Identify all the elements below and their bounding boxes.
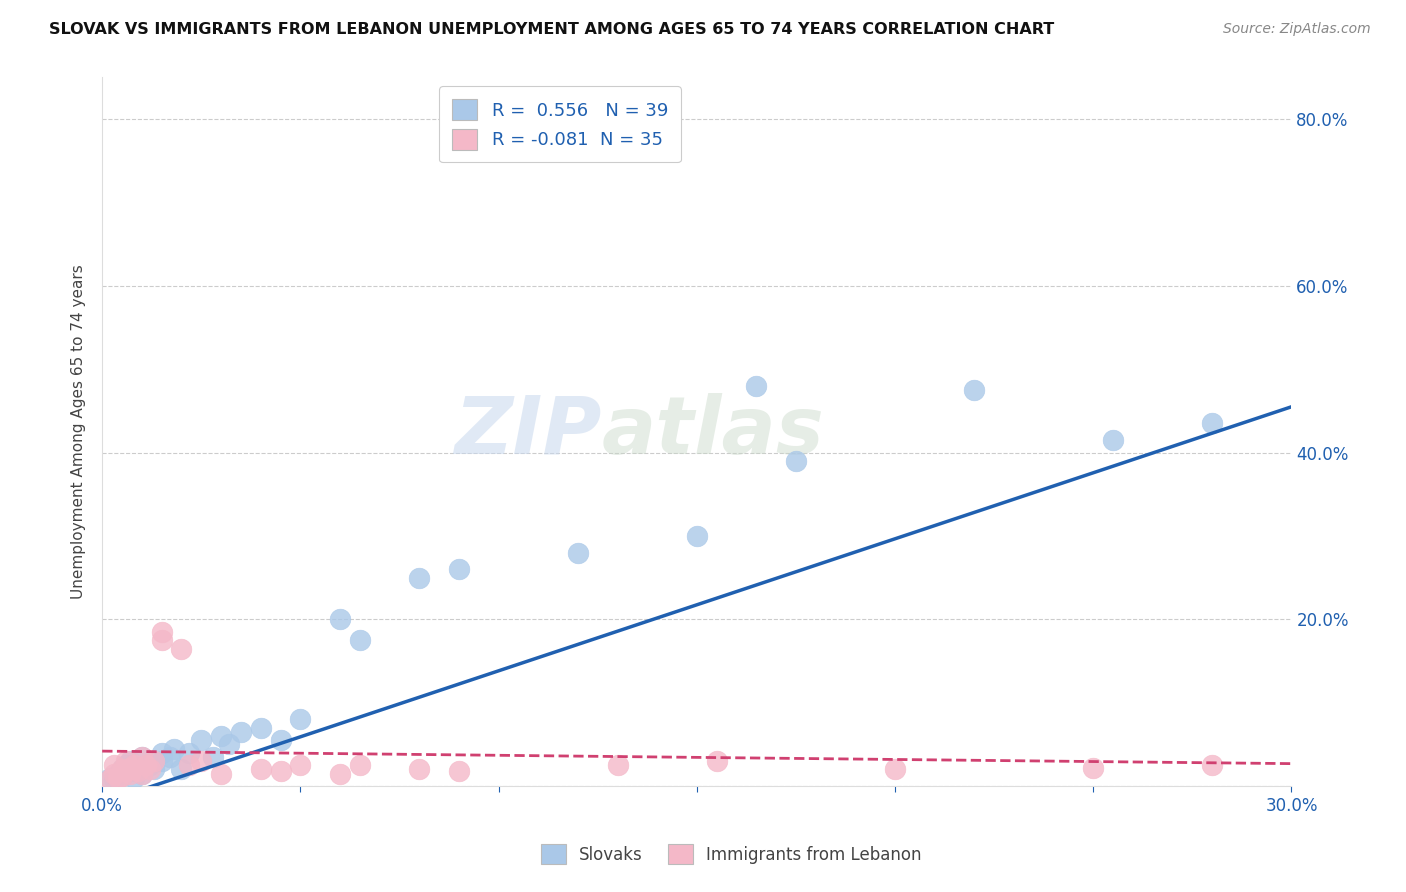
Point bbox=[170, 641, 193, 656]
Point bbox=[202, 750, 225, 764]
Point bbox=[179, 746, 201, 760]
Point bbox=[115, 754, 138, 768]
Point bbox=[131, 766, 153, 780]
Point bbox=[329, 766, 352, 780]
Point bbox=[270, 764, 292, 779]
Point bbox=[686, 529, 709, 543]
Point bbox=[118, 754, 141, 768]
Point bbox=[170, 763, 193, 777]
Point bbox=[115, 764, 138, 779]
Point bbox=[706, 754, 728, 768]
Point bbox=[103, 758, 125, 772]
Point bbox=[1083, 761, 1105, 775]
Point bbox=[408, 571, 430, 585]
Point bbox=[190, 754, 212, 768]
Point bbox=[103, 772, 125, 787]
Point bbox=[98, 771, 121, 785]
Point bbox=[1102, 433, 1125, 447]
Point bbox=[150, 746, 173, 760]
Point bbox=[209, 766, 232, 780]
Point bbox=[249, 763, 271, 777]
Point bbox=[290, 758, 312, 772]
Text: atlas: atlas bbox=[602, 392, 824, 471]
Point bbox=[349, 633, 371, 648]
Point bbox=[150, 633, 173, 648]
Point bbox=[447, 562, 470, 576]
Text: SLOVAK VS IMMIGRANTS FROM LEBANON UNEMPLOYMENT AMONG AGES 65 TO 74 YEARS CORRELA: SLOVAK VS IMMIGRANTS FROM LEBANON UNEMPL… bbox=[49, 22, 1054, 37]
Point bbox=[1201, 417, 1223, 431]
Point bbox=[567, 546, 589, 560]
Point bbox=[190, 733, 212, 747]
Point bbox=[290, 713, 312, 727]
Text: ZIP: ZIP bbox=[454, 392, 602, 471]
Point bbox=[209, 729, 232, 743]
Point bbox=[111, 769, 134, 783]
Point bbox=[131, 766, 153, 780]
Point bbox=[229, 725, 252, 739]
Point bbox=[135, 758, 157, 772]
Point bbox=[150, 754, 173, 768]
Point bbox=[408, 763, 430, 777]
Point bbox=[107, 771, 129, 785]
Point bbox=[963, 383, 986, 397]
Point bbox=[111, 763, 134, 777]
Point bbox=[249, 721, 271, 735]
Point bbox=[111, 763, 134, 777]
Point bbox=[118, 766, 141, 780]
Point bbox=[884, 763, 907, 777]
Point bbox=[111, 769, 134, 783]
Point bbox=[150, 624, 173, 639]
Point bbox=[98, 772, 121, 787]
Point bbox=[785, 454, 807, 468]
Point bbox=[349, 758, 371, 772]
Point bbox=[447, 764, 470, 779]
Point bbox=[139, 763, 162, 777]
Point bbox=[139, 758, 162, 772]
Point bbox=[745, 379, 768, 393]
Legend: R =  0.556   N = 39, R = -0.081  N = 35: R = 0.556 N = 39, R = -0.081 N = 35 bbox=[440, 87, 681, 162]
Point bbox=[1201, 758, 1223, 772]
Point bbox=[179, 758, 201, 772]
Point bbox=[115, 758, 138, 772]
Point bbox=[122, 771, 145, 785]
Y-axis label: Unemployment Among Ages 65 to 74 years: Unemployment Among Ages 65 to 74 years bbox=[72, 264, 86, 599]
Point bbox=[122, 758, 145, 772]
Point bbox=[329, 612, 352, 626]
Point bbox=[107, 766, 129, 780]
Legend: Slovaks, Immigrants from Lebanon: Slovaks, Immigrants from Lebanon bbox=[534, 838, 928, 871]
Point bbox=[103, 766, 125, 780]
Point bbox=[162, 741, 184, 756]
Point bbox=[142, 763, 165, 777]
Text: Source: ZipAtlas.com: Source: ZipAtlas.com bbox=[1223, 22, 1371, 37]
Point bbox=[606, 758, 628, 772]
Point bbox=[142, 754, 165, 768]
Point bbox=[131, 750, 153, 764]
Point bbox=[118, 761, 141, 775]
Point bbox=[127, 761, 149, 775]
Point bbox=[118, 764, 141, 779]
Point bbox=[131, 750, 153, 764]
Point bbox=[127, 764, 149, 779]
Point bbox=[218, 738, 240, 752]
Point bbox=[159, 750, 181, 764]
Point bbox=[270, 733, 292, 747]
